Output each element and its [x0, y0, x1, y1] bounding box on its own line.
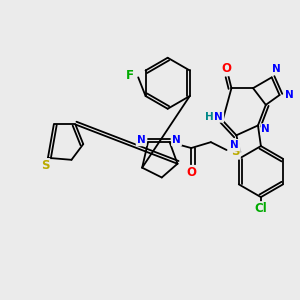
Text: O: O	[186, 166, 196, 179]
Text: S: S	[41, 159, 49, 172]
Text: N: N	[285, 90, 294, 100]
Text: N: N	[261, 124, 270, 134]
Text: O: O	[222, 62, 232, 75]
Text: H: H	[205, 112, 213, 122]
Text: S: S	[231, 146, 240, 158]
Text: N: N	[272, 64, 281, 74]
Text: N: N	[172, 135, 181, 145]
Text: N: N	[214, 112, 223, 122]
Text: N: N	[230, 140, 239, 150]
Text: Cl: Cl	[254, 202, 267, 215]
Text: N: N	[137, 135, 146, 145]
Text: F: F	[126, 69, 134, 82]
